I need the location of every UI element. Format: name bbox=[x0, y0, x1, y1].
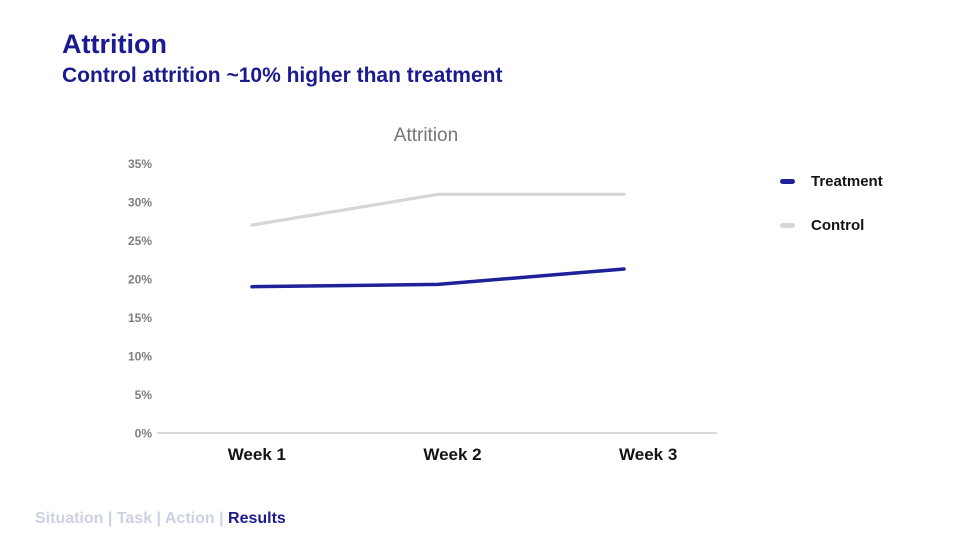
legend-label-control: Control bbox=[811, 216, 865, 234]
y-tick-label: 5% bbox=[135, 388, 153, 402]
slide-header: Attrition Control attrition ~10% higher … bbox=[62, 28, 502, 90]
y-tick-label: 0% bbox=[135, 427, 153, 441]
chart-title: Attrition bbox=[394, 125, 458, 146]
legend-label-treatment: Treatment bbox=[811, 172, 883, 190]
y-tick-label: 35% bbox=[128, 157, 152, 171]
footer-item-situation: Situation bbox=[35, 510, 104, 527]
star-breadcrumb: Situation | Task | Action | Results bbox=[35, 510, 286, 528]
x-axis-label: Week 3 bbox=[619, 445, 677, 464]
x-axis-label: Week 2 bbox=[423, 445, 481, 464]
legend-item-control: Control bbox=[780, 212, 883, 238]
control-dash-icon bbox=[780, 222, 795, 228]
x-axis-label: Week 1 bbox=[228, 445, 286, 464]
footer-separator: | bbox=[103, 510, 117, 527]
legend-item-treatment: Treatment bbox=[780, 168, 883, 194]
footer-item-action: Action bbox=[164, 510, 215, 527]
series-line-control bbox=[250, 192, 626, 227]
treatment-dash-icon bbox=[780, 178, 795, 184]
footer-item-task: Task bbox=[116, 510, 153, 527]
series-line-treatment bbox=[250, 267, 626, 289]
footer-separator: | bbox=[152, 510, 165, 527]
y-tick-label: 30% bbox=[128, 196, 152, 210]
y-tick-label: 20% bbox=[128, 273, 152, 287]
chart-legend: Treatment Control bbox=[780, 168, 883, 256]
footer-separator: | bbox=[214, 510, 229, 527]
y-tick-label: 15% bbox=[128, 311, 152, 325]
footer-item-results: Results bbox=[228, 510, 286, 527]
slide-subtitle: Control attrition ~10% higher than treat… bbox=[62, 64, 503, 88]
slide-title: Attrition bbox=[62, 29, 167, 59]
y-tick-label: 25% bbox=[128, 234, 152, 248]
y-tick-label: 10% bbox=[128, 350, 152, 364]
